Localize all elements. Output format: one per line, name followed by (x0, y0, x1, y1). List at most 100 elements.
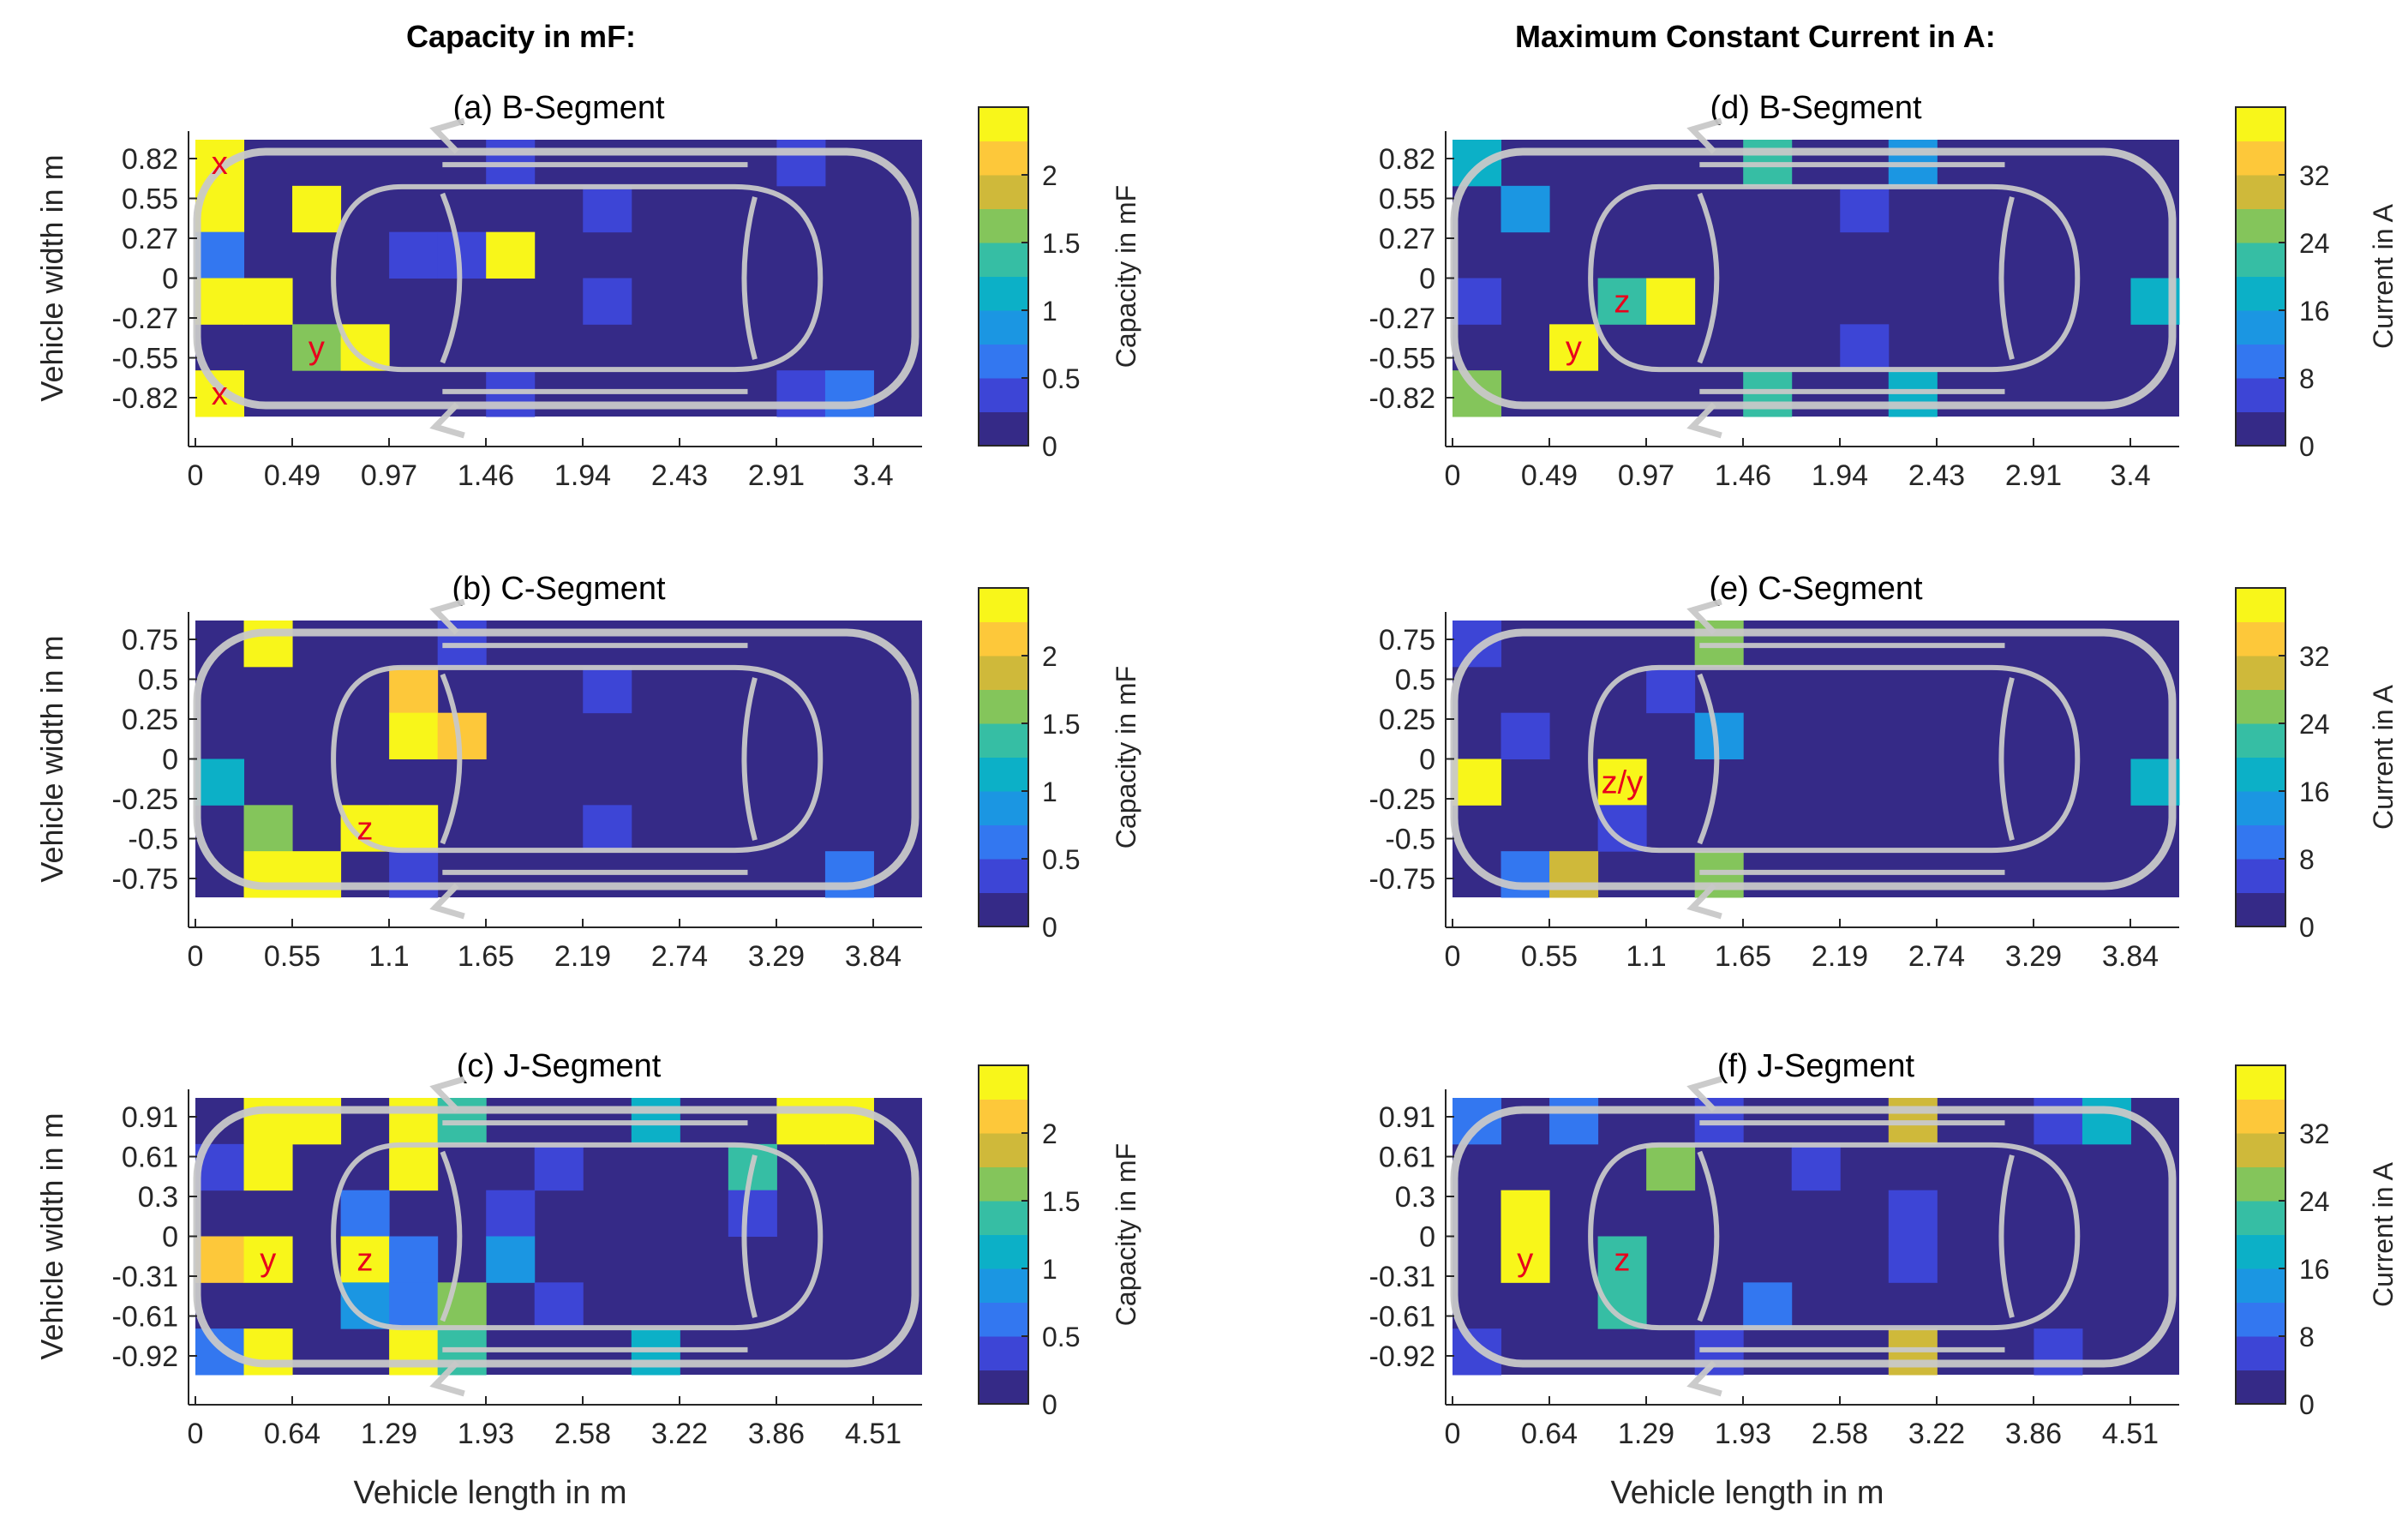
heatmap-cell (1453, 621, 1502, 668)
colorbar-tick-label: 2 (1042, 160, 1057, 191)
colorbar-tick-label: 1 (1042, 776, 1057, 807)
heatmap-cell (1646, 666, 1696, 714)
heatmap-cell (534, 1143, 584, 1191)
heatmap-cell (1549, 324, 1599, 371)
colorbar-frame (978, 106, 1029, 447)
colorbar-tick-label: 0 (2299, 1389, 2315, 1420)
x-tick-label: 1.1 (368, 940, 409, 973)
y-tick-label: 0.55 (1379, 183, 1435, 216)
heatmap-cell (1453, 1098, 1502, 1145)
y-tick-label: 0 (162, 1221, 178, 1254)
x-tick-label: 0.55 (264, 940, 320, 973)
car-mirror-left (429, 598, 465, 635)
heatmap-cell (195, 1328, 245, 1376)
y-tick-label: 0.75 (1379, 624, 1435, 657)
marker-label: y (1517, 1242, 1533, 1278)
heatmap-cell (340, 1236, 390, 1283)
car-mirror-right (1686, 402, 1722, 439)
y-tick-label: 0.3 (1395, 1181, 1435, 1214)
x-axis-label: Vehicle length in m (1611, 1475, 1884, 1511)
car-cabin-outline (331, 183, 824, 373)
colorbar-tick-label: 8 (2299, 1322, 2315, 1352)
colorbar-swatch (979, 141, 1028, 176)
car-windshield-outline (1697, 673, 1720, 845)
x-tick-label: 2.91 (748, 459, 805, 492)
heatmap-cell (243, 1143, 293, 1191)
colorbar-swatch (979, 892, 1028, 927)
x-tick-label: 4.51 (2102, 1418, 2159, 1450)
colorbar-tick-label: 16 (2299, 296, 2330, 327)
car-mirror-left (1686, 598, 1722, 635)
colorbar-swatch (2236, 208, 2285, 243)
x-tick-label: 3.22 (1908, 1418, 1965, 1450)
colorbar-swatch (2236, 1370, 2285, 1405)
car-windshield-outline (1697, 192, 1720, 364)
heatmap-cell (389, 1236, 439, 1283)
x-tick-label: 1.46 (1715, 459, 1771, 492)
heatmap-cell (2034, 1098, 2083, 1145)
colorbar-label: Current in A (2368, 684, 2399, 830)
car-windshield-outline (1697, 1150, 1720, 1322)
heatmap-cell (1549, 1098, 1599, 1145)
colorbar-swatch (2236, 1234, 2285, 1269)
heatmap-cell (243, 1328, 293, 1376)
y-tick-label: -0.75 (112, 863, 179, 896)
y-tick-label: -0.75 (1369, 863, 1436, 896)
x-tick-label: 3.4 (853, 459, 893, 492)
colorbar-swatch (2236, 1133, 2285, 1167)
marker-label: z (356, 811, 373, 847)
car-mirror-left (1686, 117, 1722, 154)
heatmap-cell (389, 851, 439, 898)
colorbar-frame (2235, 1064, 2286, 1405)
colorbar-swatch (2236, 411, 2285, 447)
heatmap-background (1453, 140, 2179, 417)
colorbar-swatch (979, 1099, 1028, 1134)
marker-label: z/y (1602, 764, 1644, 800)
y-tick-label: 0.27 (1379, 223, 1435, 255)
y-tick-label: -0.55 (112, 343, 179, 375)
x-tick-label: 3.29 (2005, 940, 2062, 973)
heatmap-cell (776, 370, 826, 417)
y-tick-label: 0.5 (138, 664, 178, 697)
heatmap-cell (824, 1098, 874, 1145)
car-rear-window-outline (1998, 196, 2015, 360)
colorbar-swatch (979, 1133, 1028, 1167)
heatmap-cell (195, 759, 245, 806)
right-column-header: Maximum Constant Current in A: (1515, 19, 1996, 54)
colorbar-frame (2235, 106, 2286, 447)
heatmap-cell (389, 1328, 439, 1376)
heatmap-panel-e: (e) C-Segment z/y 0.75 0.5 0.25 0 -0.25 -0.5 -0.… (1369, 571, 2399, 973)
panel-title: (f) J-Segment (1717, 1048, 1915, 1084)
car-rear-window-outline (1998, 677, 2015, 841)
colorbar-swatch (2236, 276, 2285, 311)
marker-label: y (308, 330, 325, 366)
colorbar-swatch (2236, 1166, 2285, 1202)
heatmap-cell (243, 805, 293, 852)
y-tick-label: -0.82 (112, 382, 179, 415)
y-tick-label: 0.55 (122, 183, 178, 216)
colorbar-swatch (979, 859, 1028, 893)
colorbar-tick-label: 0 (2299, 912, 2315, 943)
y-tick-label: -0.31 (112, 1261, 179, 1293)
colorbar-label: Current in A (2368, 1161, 2399, 1307)
y-tick-label: 0.82 (1379, 143, 1435, 176)
car-mirror-right (1686, 883, 1722, 920)
colorbar-swatch (979, 1370, 1028, 1405)
colorbar-frame (2235, 587, 2286, 927)
y-tick-label: -0.61 (1369, 1301, 1436, 1334)
y-tick-label: -0.82 (1369, 382, 1436, 415)
x-tick-label: 2.58 (1812, 1418, 1868, 1450)
heatmap-cell (437, 231, 487, 279)
x-tick-label: 3.84 (2102, 940, 2159, 973)
car-mirror-right (429, 402, 465, 439)
colorbar-swatch (2236, 141, 2285, 176)
heatmap-cell (195, 140, 245, 187)
heatmap-cell (292, 324, 342, 371)
colorbar-tick-label: 1 (1042, 1254, 1057, 1285)
heatmap-cell (292, 1098, 342, 1145)
car-mirror-right (429, 1360, 465, 1397)
heatmap-cell (824, 370, 874, 417)
car-cabin-outline (331, 664, 824, 854)
y-tick-label: -0.27 (1369, 303, 1436, 335)
heatmap-cell (292, 851, 342, 898)
